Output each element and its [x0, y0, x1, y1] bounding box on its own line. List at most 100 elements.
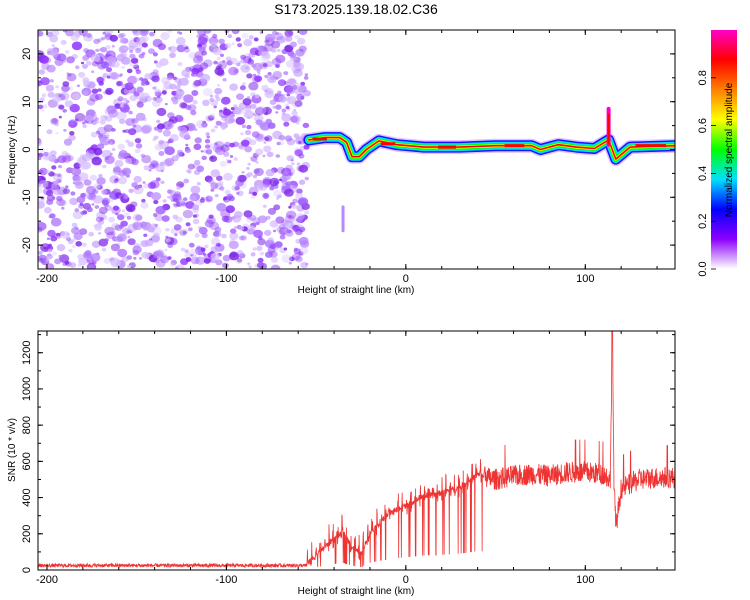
heatmap-noise-blob — [224, 189, 231, 195]
heatmap-noise-blob — [118, 74, 122, 78]
heatmap-noise-blob — [240, 54, 247, 60]
heatmap-noise-blob — [101, 215, 108, 220]
heatmap-noise-blob — [167, 46, 172, 51]
heatmap-noise-blob — [74, 179, 82, 186]
heatmap-noise-blob — [185, 123, 196, 132]
heatmap-noise-blob — [288, 261, 292, 265]
heatmap-noise-blob — [93, 38, 100, 45]
heatmap-noise-blob — [99, 137, 108, 145]
heatmap-noise-blob — [182, 209, 194, 219]
heatmap-noise-blob — [275, 104, 282, 110]
heatmap-noise-blob — [233, 226, 238, 229]
heatmap-noise-blob — [276, 197, 279, 200]
heatmap-noise-blob — [93, 224, 97, 228]
heatmap-noise-blob — [221, 233, 227, 239]
heatmap-noise-blob — [229, 252, 240, 261]
heatmap-noise-blob — [212, 33, 218, 39]
heatmap-noise-blob — [272, 130, 283, 140]
heatmap-noise-blob — [85, 114, 94, 122]
heatmap-noise-blob — [162, 159, 173, 167]
heatmap-noise-blob — [214, 226, 222, 233]
heatmap-noise-blob — [205, 132, 210, 136]
heatmap-noise-blob — [149, 180, 160, 189]
heatmap-noise-blob — [65, 261, 72, 267]
heatmap-noise-blob — [196, 56, 203, 62]
heatmap-noise-blob — [228, 240, 239, 250]
heatmap-noise-blob — [119, 104, 124, 108]
heatmap-noise-blob — [276, 36, 286, 44]
heatmap-noise-blob — [90, 54, 101, 63]
heatmap-noise-blob — [45, 258, 50, 262]
heatmap-noise-blob — [252, 73, 257, 77]
heatmap-noise-blob — [38, 156, 42, 161]
heatmap-noise-blob — [38, 180, 49, 189]
heatmap-noise-blob — [240, 132, 244, 135]
heatmap-noise-blob — [193, 143, 202, 150]
heatmap-noise-blob — [236, 190, 244, 197]
snr-y-ticks: 0 200 400 600 800 1000 1200 — [21, 334, 675, 573]
heatmap-noise-blob — [41, 109, 45, 112]
heatmap-noise-blob — [276, 141, 281, 146]
heatmap-noise-blob — [216, 202, 227, 212]
heatmap-noise-blob — [273, 204, 281, 211]
heatmap-noise-blob — [262, 192, 270, 199]
heatmap-noise-blob — [132, 30, 141, 36]
heatmap-noise-blob — [120, 52, 128, 59]
heatmap-noise-blob — [213, 60, 218, 65]
heatmap-noise-blob — [227, 159, 232, 164]
heatmap-noise-blob — [117, 248, 128, 258]
heatmap-noise-blob — [264, 229, 272, 236]
heatmap-noise-blob — [288, 205, 292, 209]
heatmap-noise-blob — [215, 242, 221, 247]
heatmap-noise-blob — [98, 48, 103, 52]
heatmap-noise-blob — [263, 43, 274, 52]
heatmap-noise-blob — [281, 254, 292, 263]
heatmap-noise-blob — [229, 83, 239, 91]
heatmap-noise-blob — [115, 74, 120, 78]
y-tick-label: 800 — [21, 416, 33, 434]
heatmap-noise-blob — [110, 258, 121, 268]
heatmap-noise-blob — [244, 107, 252, 113]
heatmap-noise-blob — [140, 125, 151, 135]
heatmap-noise-blob — [246, 172, 253, 177]
heatmap-noise-blob — [282, 220, 294, 229]
heatmap-noise-blob — [187, 227, 193, 232]
heatmap-noise-blob — [52, 173, 57, 177]
heatmap-noise-blob — [236, 191, 240, 195]
heatmap-noise-blob — [161, 90, 167, 95]
heatmap-noise-blob — [298, 30, 308, 36]
heatmap-noise-blob — [97, 134, 103, 139]
heatmap-noise-blob — [128, 128, 137, 136]
heatmap-noise-blob — [267, 207, 277, 215]
colorbar-tick-label: 0.0 — [697, 261, 709, 276]
heatmap-noise-blob — [132, 213, 143, 222]
heatmap-noise-blob — [190, 256, 200, 265]
y-tick-label: 0 — [21, 146, 33, 152]
heatmap-noise-blob — [270, 123, 276, 128]
heatmap-noise-blob — [78, 257, 88, 266]
heatmap-noise-blob — [78, 71, 86, 78]
y-tick-label: 20 — [21, 48, 33, 60]
heatmap-noise-blob — [296, 217, 303, 223]
heatmap-noise-blob — [101, 199, 109, 206]
heatmap-noise-blob — [90, 131, 98, 138]
heatmap-noise-blob — [241, 33, 249, 39]
heatmap-noise-blob — [294, 100, 303, 107]
heatmap-noise-blob — [106, 67, 112, 73]
heatmap-noise-blob — [214, 87, 223, 95]
heatmap-noise-blob — [191, 254, 197, 260]
heatmap-noise-blob — [175, 37, 186, 46]
heatmap-noise-blob — [246, 96, 251, 100]
heatmap-noise-blob — [250, 252, 256, 257]
heatmap-noise-blob — [285, 35, 293, 42]
heatmap-noise-blob — [38, 175, 46, 184]
heatmap-noise-blob — [228, 66, 239, 76]
heatmap-noise-blob — [39, 97, 45, 102]
heatmap-noise-blob — [196, 165, 205, 172]
heatmap-noise-blob — [58, 115, 62, 119]
heatmap-noise-blob — [202, 88, 213, 97]
heatmap-noise-blob — [59, 199, 67, 207]
heatmap-noise-blob — [178, 126, 188, 134]
heatmap-noise-blob — [136, 101, 144, 108]
heatmap-noise-blob — [82, 64, 88, 69]
